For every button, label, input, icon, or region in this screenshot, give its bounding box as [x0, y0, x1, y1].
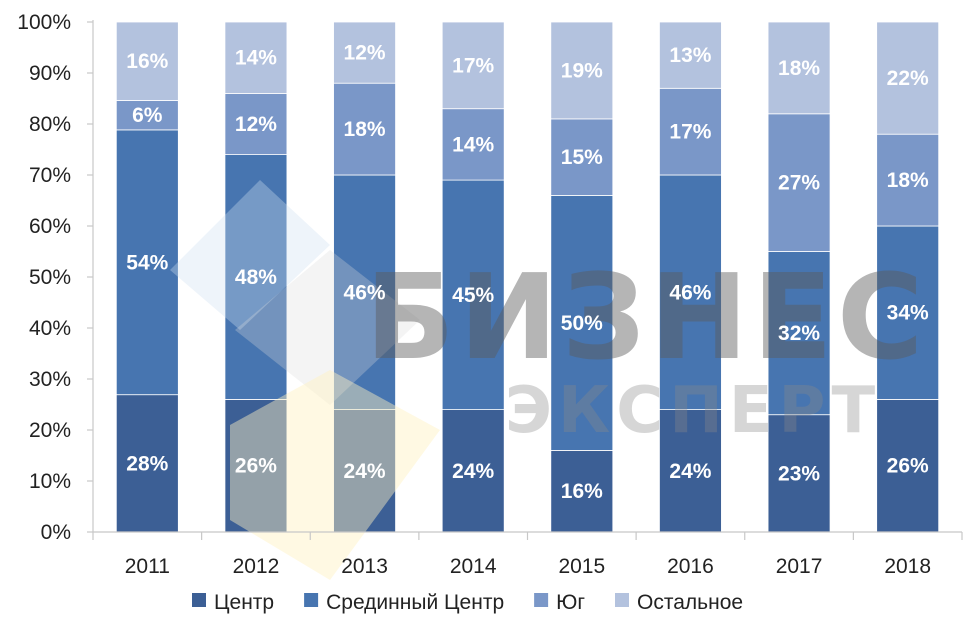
bar-segment — [767, 251, 831, 416]
x-tick-label: 2018 — [884, 555, 931, 578]
bar-segment — [224, 398, 288, 533]
data-label: 18% — [887, 169, 929, 192]
data-label: 15% — [561, 146, 603, 169]
bar-segment — [767, 21, 831, 115]
bar-segment — [876, 225, 940, 400]
y-tick-label: 50% — [29, 266, 71, 289]
data-label: 14% — [452, 133, 494, 156]
bar-segment — [876, 398, 940, 533]
watermark-logo-shape — [230, 370, 440, 580]
data-label: 27% — [778, 172, 820, 195]
y-tick-label: 30% — [29, 368, 71, 391]
bar-segment — [876, 21, 940, 135]
watermark-text-line2: ЭКСПЕРТ — [505, 374, 881, 448]
data-label: 50% — [561, 312, 603, 335]
data-labels-layer: 28% 54% 6% 16% 26% 48% 12% 14% 24% 46% 18% 12% 24% 45… — [126, 42, 929, 504]
bar-segment — [550, 21, 614, 120]
data-label: 26% — [887, 455, 929, 478]
watermark-text-line1: БИЗНЕС — [365, 248, 928, 386]
data-label: 46% — [669, 281, 711, 304]
data-label: 17% — [669, 121, 711, 144]
bar-segment — [333, 82, 396, 176]
data-label: 24% — [344, 460, 386, 483]
bar-segment — [659, 409, 722, 533]
data-label: 22% — [887, 67, 929, 90]
x-tick-label: 2014 — [450, 555, 497, 578]
y-tick-label: 20% — [29, 419, 71, 442]
ticks-layer: 2011 2012 2013 2014 2015 2016 2017 2018 0% 10% 20%… — [17, 11, 963, 578]
bar-segment — [441, 21, 505, 110]
data-label: 24% — [452, 460, 494, 483]
x-tick-label: 2013 — [341, 555, 388, 578]
bar-segment — [659, 87, 722, 176]
watermark-logo-shape — [170, 180, 330, 330]
data-label: 32% — [778, 322, 820, 345]
bar-segment — [550, 449, 614, 533]
x-tick-label: 2017 — [776, 555, 823, 578]
data-label: 48% — [235, 266, 277, 289]
bar-segment — [767, 113, 831, 252]
y-tick-label: 70% — [29, 164, 71, 187]
data-label: 34% — [887, 302, 929, 325]
data-label: 45% — [452, 284, 494, 307]
legend-label: Остальное — [637, 591, 743, 614]
legend-swatch — [534, 593, 549, 607]
data-label: 12% — [344, 42, 386, 65]
bar-segment — [441, 108, 505, 181]
x-tick-label: 2015 — [558, 555, 605, 578]
bar-segment — [115, 21, 179, 101]
legend-swatch — [192, 593, 206, 607]
legend-label: Срединный Центр — [326, 591, 504, 614]
data-label: 17% — [452, 54, 494, 77]
data-label: 18% — [344, 118, 386, 141]
y-tick-label: 40% — [29, 317, 71, 340]
legend-swatch — [304, 593, 319, 607]
data-label: 26% — [235, 455, 277, 478]
bar-segment — [550, 194, 614, 451]
bar-segment — [115, 394, 179, 533]
data-label: 46% — [344, 281, 386, 304]
y-tick-label: 10% — [29, 470, 71, 493]
data-label: 6% — [132, 104, 163, 127]
data-label: 54% — [126, 251, 168, 274]
data-label: 13% — [669, 44, 711, 67]
bar-segment — [333, 174, 396, 411]
watermark-logo-shape — [235, 250, 420, 405]
data-label: 16% — [126, 50, 168, 73]
y-tick-label: 90% — [29, 62, 71, 85]
watermark: БИЗНЕС ЭКСПЕРТ — [170, 180, 928, 580]
data-label: 24% — [669, 460, 711, 483]
legend-label: Юг — [556, 591, 585, 614]
bar-segment — [115, 129, 179, 396]
bar-segment — [224, 93, 288, 156]
bar-segment — [767, 414, 831, 533]
data-label: 14% — [235, 47, 277, 70]
y-tick-label: 60% — [29, 215, 71, 238]
bar-segment — [550, 118, 614, 196]
bar-segment — [441, 409, 505, 533]
y-tick-label: 0% — [41, 521, 71, 544]
bars-layer — [115, 21, 940, 533]
bar-segment — [659, 21, 722, 89]
bar-segment — [224, 21, 288, 94]
x-tick-label: 2012 — [233, 555, 280, 578]
data-label: 23% — [778, 462, 820, 485]
data-label: 18% — [778, 57, 820, 80]
bar-segment — [333, 21, 396, 84]
y-tick-label: 100% — [17, 11, 71, 34]
x-tick-label: 2016 — [667, 555, 714, 578]
y-tick-label: 80% — [29, 113, 71, 136]
legend-swatch — [615, 593, 629, 607]
data-label: 19% — [561, 59, 603, 82]
x-tick-label: 2011 — [125, 555, 170, 578]
data-label: 16% — [561, 480, 603, 503]
bar-segment — [224, 154, 288, 400]
data-label: 12% — [235, 113, 277, 136]
legend-label: Центр — [214, 591, 274, 614]
legend: Центр Срединный Центр Юг Остальное — [192, 591, 743, 614]
data-label: 28% — [126, 452, 168, 475]
